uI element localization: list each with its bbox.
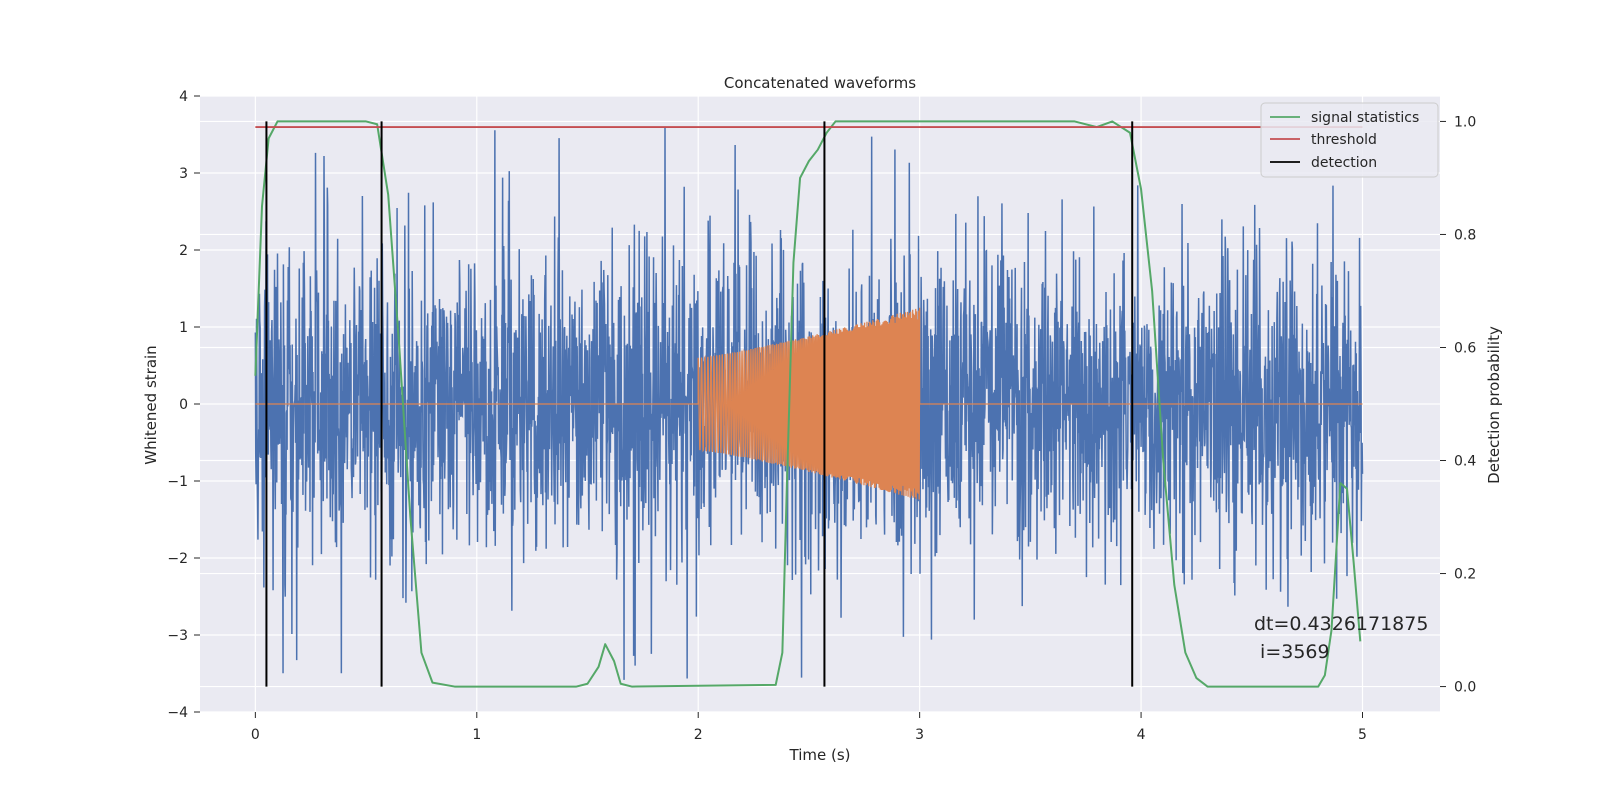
x-tick-label: 0	[251, 727, 260, 743]
x-tick-label: 3	[915, 727, 924, 743]
x-tick-label: 5	[1358, 727, 1367, 743]
y-tick-label: 0	[179, 397, 188, 413]
y-tick-label: −4	[167, 705, 188, 721]
legend-frame	[1260, 102, 1439, 178]
y-axis-ticks: −4 −3 −2 −1 0 1 2 3 4	[167, 89, 200, 721]
right-tick-label: 0.2	[1454, 567, 1476, 583]
y-tick-label: 3	[179, 166, 188, 182]
legend-label-threshold: threshold	[1311, 132, 1377, 148]
annotation-index: i=3569	[1254, 641, 1330, 663]
y-axis-label: Whitened strain	[142, 345, 160, 464]
plot-area	[254, 120, 1364, 688]
y-tick-label: −3	[167, 628, 188, 644]
right-tick-label: 0.6	[1454, 340, 1476, 356]
y-tick-label: 4	[179, 89, 188, 105]
x-axis-label: Time (s)	[789, 746, 851, 764]
chart-title: Concatenated waveforms	[724, 74, 916, 92]
annotation-dt: dt=0.4326171875	[1254, 613, 1428, 635]
right-tick-label: 0.4	[1454, 454, 1476, 470]
x-tick-label: 2	[694, 727, 703, 743]
right-tick-label: 0.8	[1454, 227, 1476, 243]
y-tick-label: −2	[167, 551, 188, 567]
chirp-waveform-line	[255, 307, 1363, 500]
right-tick-label: 1.0	[1454, 114, 1476, 130]
right-axis-ticks: 0.0 0.2 0.4 0.6 0.8 1.0	[1440, 114, 1476, 696]
x-tick-label: 1	[472, 727, 481, 743]
right-axis-label: Detection probability	[1485, 326, 1503, 484]
x-axis-ticks: 0 1 2 3 4 5	[251, 712, 1367, 743]
y-tick-label: 1	[179, 320, 188, 336]
legend-label-detection: detection	[1311, 155, 1377, 171]
x-tick-label: 4	[1137, 727, 1146, 743]
y-tick-label: −1	[167, 474, 188, 490]
legend: signal statistics threshold detection	[1260, 102, 1439, 178]
y-tick-label: 2	[179, 243, 188, 259]
legend-label-signal-statistics: signal statistics	[1311, 110, 1419, 126]
right-tick-label: 0.0	[1454, 680, 1476, 696]
signal-statistics-line	[254, 120, 1362, 688]
